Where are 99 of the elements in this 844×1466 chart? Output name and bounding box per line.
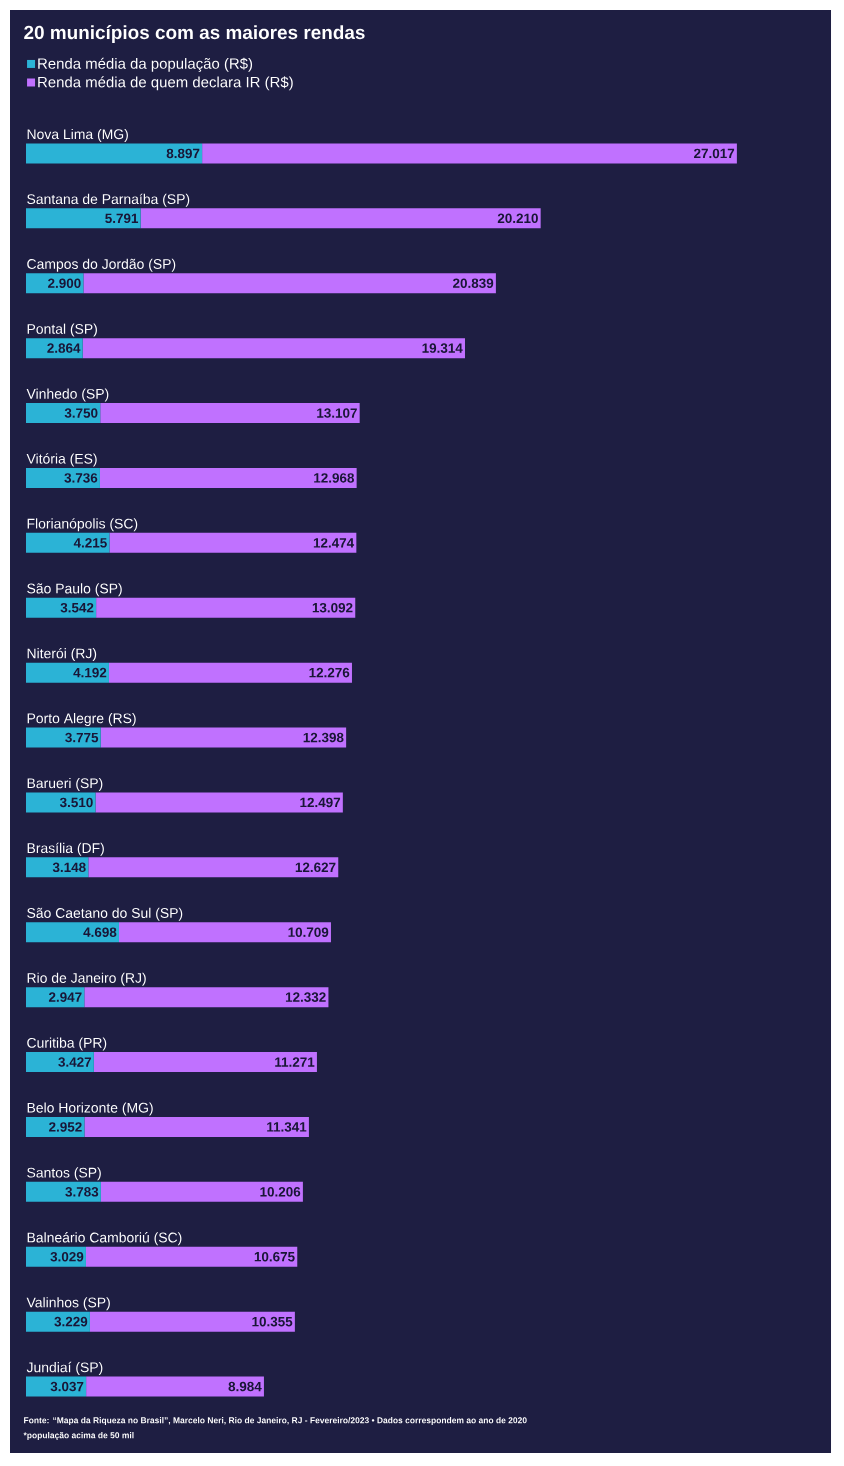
data-label: 10.206 xyxy=(260,1187,301,1197)
bar xyxy=(85,1246,298,1267)
data-label: 10.675 xyxy=(254,1251,295,1262)
source-note: Fonte: “Mapa da Riqueza no Brasil”, Marcelo Neri, Rio de Janeiro, RJ - Fevereiro/2023 • Dados correspondem ao ano de 2020 xyxy=(24,1417,527,1425)
y-tick-label: Rio de Janeiro (RJ) xyxy=(27,972,146,986)
bar xyxy=(88,857,339,878)
data-label: 19.314 xyxy=(422,343,463,353)
data-label: 3.750 xyxy=(64,408,98,418)
data-label: 20.839 xyxy=(453,278,494,288)
y-tick-label: Vinhedo (SP) xyxy=(26,388,109,402)
data-label: 3.427 xyxy=(58,1057,92,1067)
bar xyxy=(83,273,496,294)
bar xyxy=(100,403,360,424)
bar xyxy=(108,662,352,683)
data-label: 13.107 xyxy=(317,408,357,418)
y-tick-label: Campos do Jordão (SP) xyxy=(27,258,176,272)
bar xyxy=(26,532,110,553)
y-tick-label: Curitiba (PR) xyxy=(27,1037,107,1051)
bar xyxy=(26,727,101,748)
bar xyxy=(26,1181,101,1202)
bar xyxy=(26,143,203,164)
y-tick-label: São Caetano do Sul (SP) xyxy=(27,907,183,921)
bar xyxy=(96,597,356,618)
legend-label: Renda média da população (R$) xyxy=(38,57,253,72)
y-tick-label: Porto Alegre (RS) xyxy=(27,713,136,727)
bar xyxy=(109,532,357,553)
data-label: 20.210 xyxy=(497,213,538,224)
bar xyxy=(100,1181,303,1202)
bar xyxy=(26,662,109,683)
bar xyxy=(26,1052,94,1073)
bar xyxy=(99,467,357,488)
y-tick-label: Belo Horizonte (MG) xyxy=(27,1102,153,1116)
y-tick-label: Santana de Parnaíba (SP) xyxy=(27,193,190,207)
data-label: 12.968 xyxy=(314,473,355,483)
bar xyxy=(202,143,737,164)
y-tick-label: Jundiaí (SP) xyxy=(26,1361,103,1376)
bar xyxy=(26,403,101,424)
y-tick-label: São Paulo (SP) xyxy=(27,583,122,597)
data-label: 13.092 xyxy=(312,602,353,613)
data-label: 4.698 xyxy=(83,927,117,937)
data-label: 3.510 xyxy=(59,797,93,808)
data-label: 3.029 xyxy=(50,1251,84,1262)
data-label: 11.341 xyxy=(267,1122,307,1132)
y-tick-label: Balneário Camboriú (SC) xyxy=(27,1232,182,1246)
data-label: 27.017 xyxy=(694,148,735,159)
y-tick-label: Santos (SP) xyxy=(27,1167,101,1181)
bar xyxy=(93,1052,317,1073)
y-tick-label: Niterói (RJ) xyxy=(27,647,97,662)
y-tick-label: Valinhos (SP) xyxy=(26,1297,110,1311)
data-label: 2.947 xyxy=(48,992,82,1002)
y-tick-label: Nova Lima (MG) xyxy=(27,128,128,142)
data-label: 5.791 xyxy=(105,213,139,224)
y-tick-label: Vitória (ES) xyxy=(26,453,97,467)
data-label: 12.497 xyxy=(300,797,341,808)
bar xyxy=(82,338,465,359)
data-label: 4.192 xyxy=(73,667,107,678)
data-label: 3.736 xyxy=(64,473,98,483)
data-label: 4.215 xyxy=(73,538,107,548)
bar xyxy=(118,922,331,943)
data-label: 3.783 xyxy=(65,1187,99,1197)
data-label: 3.148 xyxy=(52,862,86,873)
bar xyxy=(89,1311,295,1332)
data-label: 10.355 xyxy=(252,1316,293,1327)
y-tick-label: Brasília (DF) xyxy=(27,842,104,856)
data-label: 10.709 xyxy=(288,927,329,937)
data-label: 8.984 xyxy=(228,1381,262,1392)
data-label: 3.229 xyxy=(54,1316,88,1327)
chart-title: 20 municípios com as maiores rendas xyxy=(24,25,365,43)
text: *população acima de 50 mil xyxy=(23,1432,134,1440)
data-label: 3.037 xyxy=(50,1381,84,1392)
bar xyxy=(26,922,119,943)
bar xyxy=(26,1376,87,1397)
y-tick-label: Pontal (SP) xyxy=(27,323,97,337)
legend-label: Renda média de quem declara IR (R$) xyxy=(38,76,293,91)
data-label: 2.900 xyxy=(48,278,81,288)
data-label: 12.276 xyxy=(309,667,350,678)
bar xyxy=(26,597,97,618)
bar xyxy=(26,792,96,813)
data-label: 8.897 xyxy=(166,148,200,159)
y-tick-label: Florianópolis (SC) xyxy=(27,518,138,532)
data-label: 12.474 xyxy=(313,538,355,548)
data-label: 12.332 xyxy=(285,992,326,1002)
data-label: 2.864 xyxy=(47,343,81,353)
bar xyxy=(86,1376,264,1397)
data-label: 12.627 xyxy=(295,862,336,873)
bar xyxy=(140,208,541,229)
data-label: 11.271 xyxy=(275,1057,315,1067)
bar xyxy=(26,1311,90,1332)
bar xyxy=(84,987,329,1008)
bar xyxy=(26,208,141,229)
bar xyxy=(100,727,347,748)
data-label: 3.775 xyxy=(65,732,99,743)
data-label: 2.952 xyxy=(49,1122,82,1132)
y-tick-label: Barueri (SP) xyxy=(27,777,103,791)
data-label: 3.542 xyxy=(60,602,94,613)
data-label: 12.398 xyxy=(303,732,344,743)
bar xyxy=(84,1116,309,1137)
bar xyxy=(95,792,343,813)
bar xyxy=(26,467,100,488)
